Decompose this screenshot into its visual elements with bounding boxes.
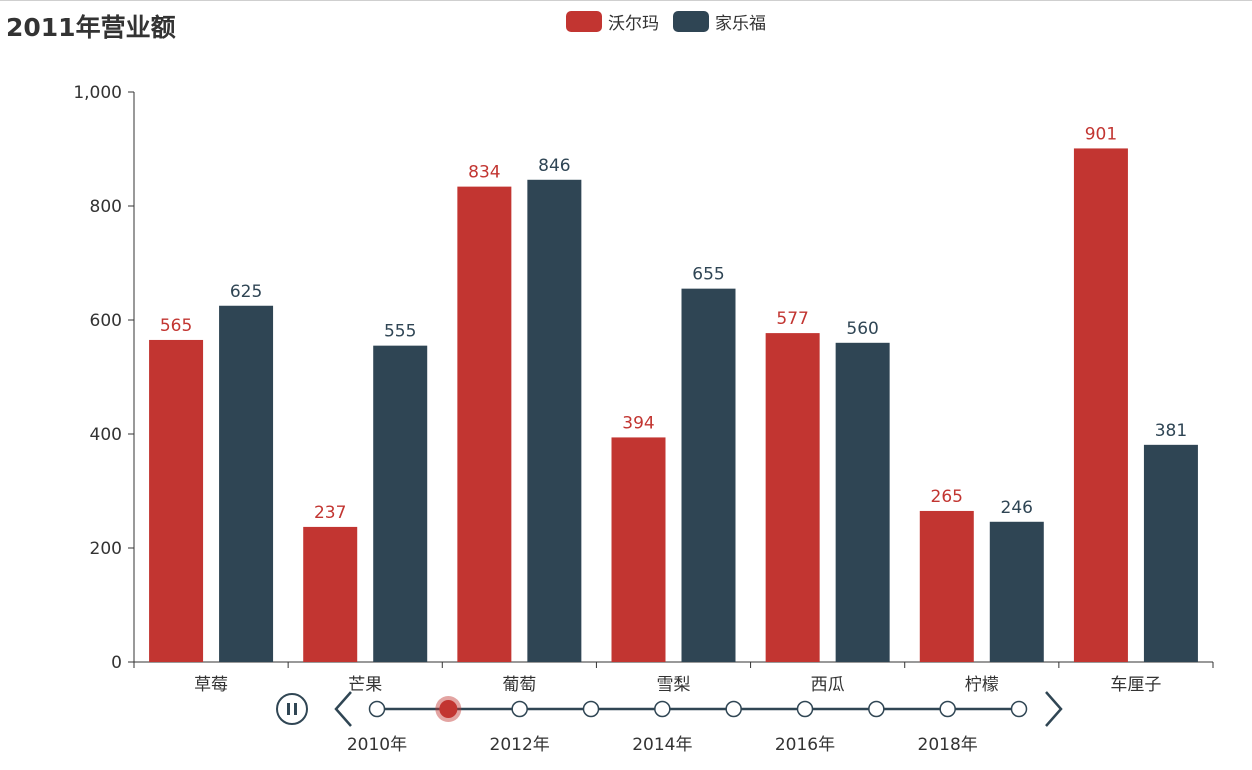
timeline-label: 2012年 [490,735,550,755]
next-arrow-icon[interactable] [1045,691,1063,727]
timeline-point-current[interactable] [439,700,458,718]
y-tick-label: 400 [90,425,122,445]
y-tick-label: 600 [90,311,122,331]
timeline-label: 2018年 [918,735,978,755]
timeline-point[interactable] [368,700,386,718]
bar-carrefour[interactable] [835,342,890,662]
data-label: 846 [538,156,570,176]
legend-item-walmart[interactable]: 沃尔玛 [566,9,659,34]
bar-carrefour[interactable] [989,521,1044,662]
timeline-label: 2014年 [632,735,692,755]
x-tick-label: 西瓜 [811,675,845,695]
bar-walmart[interactable] [919,510,974,662]
data-label: 577 [776,309,808,329]
bar-walmart[interactable] [303,526,358,662]
bar-carrefour[interactable] [373,345,428,662]
timeline-point[interactable] [868,700,885,718]
timeline-point[interactable] [725,700,742,718]
bar-carrefour[interactable] [1143,444,1198,662]
timeline-point[interactable] [511,700,528,718]
bar-walmart[interactable] [149,339,204,662]
pause-button[interactable] [276,693,308,725]
data-label: 565 [160,316,192,336]
pause-icon [287,703,290,715]
legend-label-walmart: 沃尔玛 [608,14,659,34]
data-label: 901 [1085,124,1117,144]
data-label: 265 [931,487,963,507]
timeline-point[interactable] [796,700,814,718]
legend-item-carrefour[interactable]: 家乐福 [673,9,766,34]
data-label: 834 [468,163,500,183]
top-divider [0,0,1252,1]
legend-swatch-carrefour [673,11,709,32]
chart-title: 2011年营业额 [6,13,176,42]
x-tick-label: 芒果 [348,675,382,695]
bar-carrefour[interactable] [219,305,274,662]
x-tick-label: 葡萄 [502,675,536,695]
bar-carrefour[interactable] [681,288,736,662]
x-tick-label: 草莓 [194,675,228,695]
timeline-point[interactable] [1010,700,1028,718]
timeline-label: 2016年 [775,735,835,755]
data-label: 655 [692,265,724,285]
y-tick-label: 200 [90,539,122,559]
data-label: 625 [230,282,262,302]
x-tick-label: 雪梨 [657,675,691,695]
bar-walmart[interactable] [765,333,820,662]
legend: 沃尔玛 家乐福 [566,9,780,34]
timeline-point[interactable] [939,700,956,718]
pause-icon [294,703,297,715]
timeline-label: 2010年 [347,735,407,755]
y-tick-label: 1,000 [73,83,122,103]
x-tick-label: 车厘子 [1110,675,1161,695]
bar-walmart[interactable] [457,186,512,662]
x-tick-label: 柠檬 [965,675,999,695]
data-label: 555 [384,322,416,342]
bar-walmart[interactable] [611,437,666,662]
data-label: 246 [1001,498,1033,518]
data-label: 394 [622,413,654,433]
data-label: 560 [846,319,878,339]
bar-walmart[interactable] [1073,148,1128,662]
data-label: 381 [1155,421,1187,441]
y-tick-label: 800 [90,197,122,217]
y-tick-label: 0 [111,653,122,673]
data-label: 237 [314,503,346,523]
previous-arrow-icon[interactable] [334,691,352,727]
legend-swatch-walmart [566,11,602,32]
timeline-point[interactable] [654,700,671,718]
legend-label-carrefour: 家乐福 [715,14,766,34]
timeline-point[interactable] [582,700,600,718]
bar-carrefour[interactable] [527,179,582,662]
